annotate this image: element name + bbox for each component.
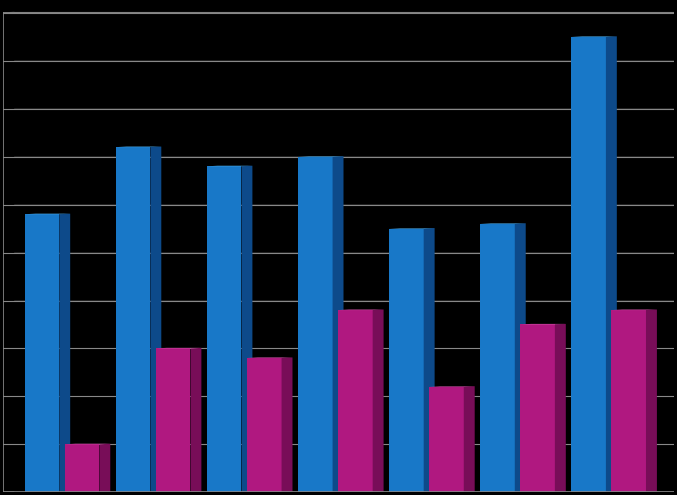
Polygon shape (338, 309, 384, 310)
Polygon shape (389, 228, 435, 229)
Polygon shape (571, 36, 617, 37)
Polygon shape (247, 358, 282, 492)
Polygon shape (424, 228, 435, 492)
Polygon shape (150, 147, 161, 492)
Polygon shape (116, 147, 150, 492)
Polygon shape (65, 445, 100, 492)
Polygon shape (389, 229, 424, 492)
Polygon shape (480, 224, 515, 492)
Polygon shape (298, 157, 332, 492)
Polygon shape (372, 309, 384, 492)
Polygon shape (298, 156, 343, 157)
Polygon shape (24, 214, 60, 492)
Polygon shape (571, 37, 606, 492)
Polygon shape (207, 166, 242, 492)
Polygon shape (429, 387, 464, 492)
Polygon shape (520, 324, 566, 325)
Polygon shape (156, 348, 190, 492)
Polygon shape (464, 386, 475, 492)
Polygon shape (190, 348, 201, 492)
Polygon shape (520, 325, 555, 492)
Polygon shape (515, 223, 526, 492)
Polygon shape (338, 310, 372, 492)
Polygon shape (242, 166, 253, 492)
Polygon shape (65, 444, 110, 445)
Polygon shape (555, 324, 566, 492)
Polygon shape (611, 309, 657, 310)
Polygon shape (282, 357, 292, 492)
Polygon shape (60, 214, 70, 492)
Polygon shape (646, 309, 657, 492)
Polygon shape (332, 156, 343, 492)
Polygon shape (247, 357, 292, 358)
Polygon shape (429, 386, 475, 387)
Polygon shape (480, 223, 526, 224)
Polygon shape (606, 36, 617, 492)
Polygon shape (100, 444, 110, 492)
Polygon shape (611, 310, 646, 492)
